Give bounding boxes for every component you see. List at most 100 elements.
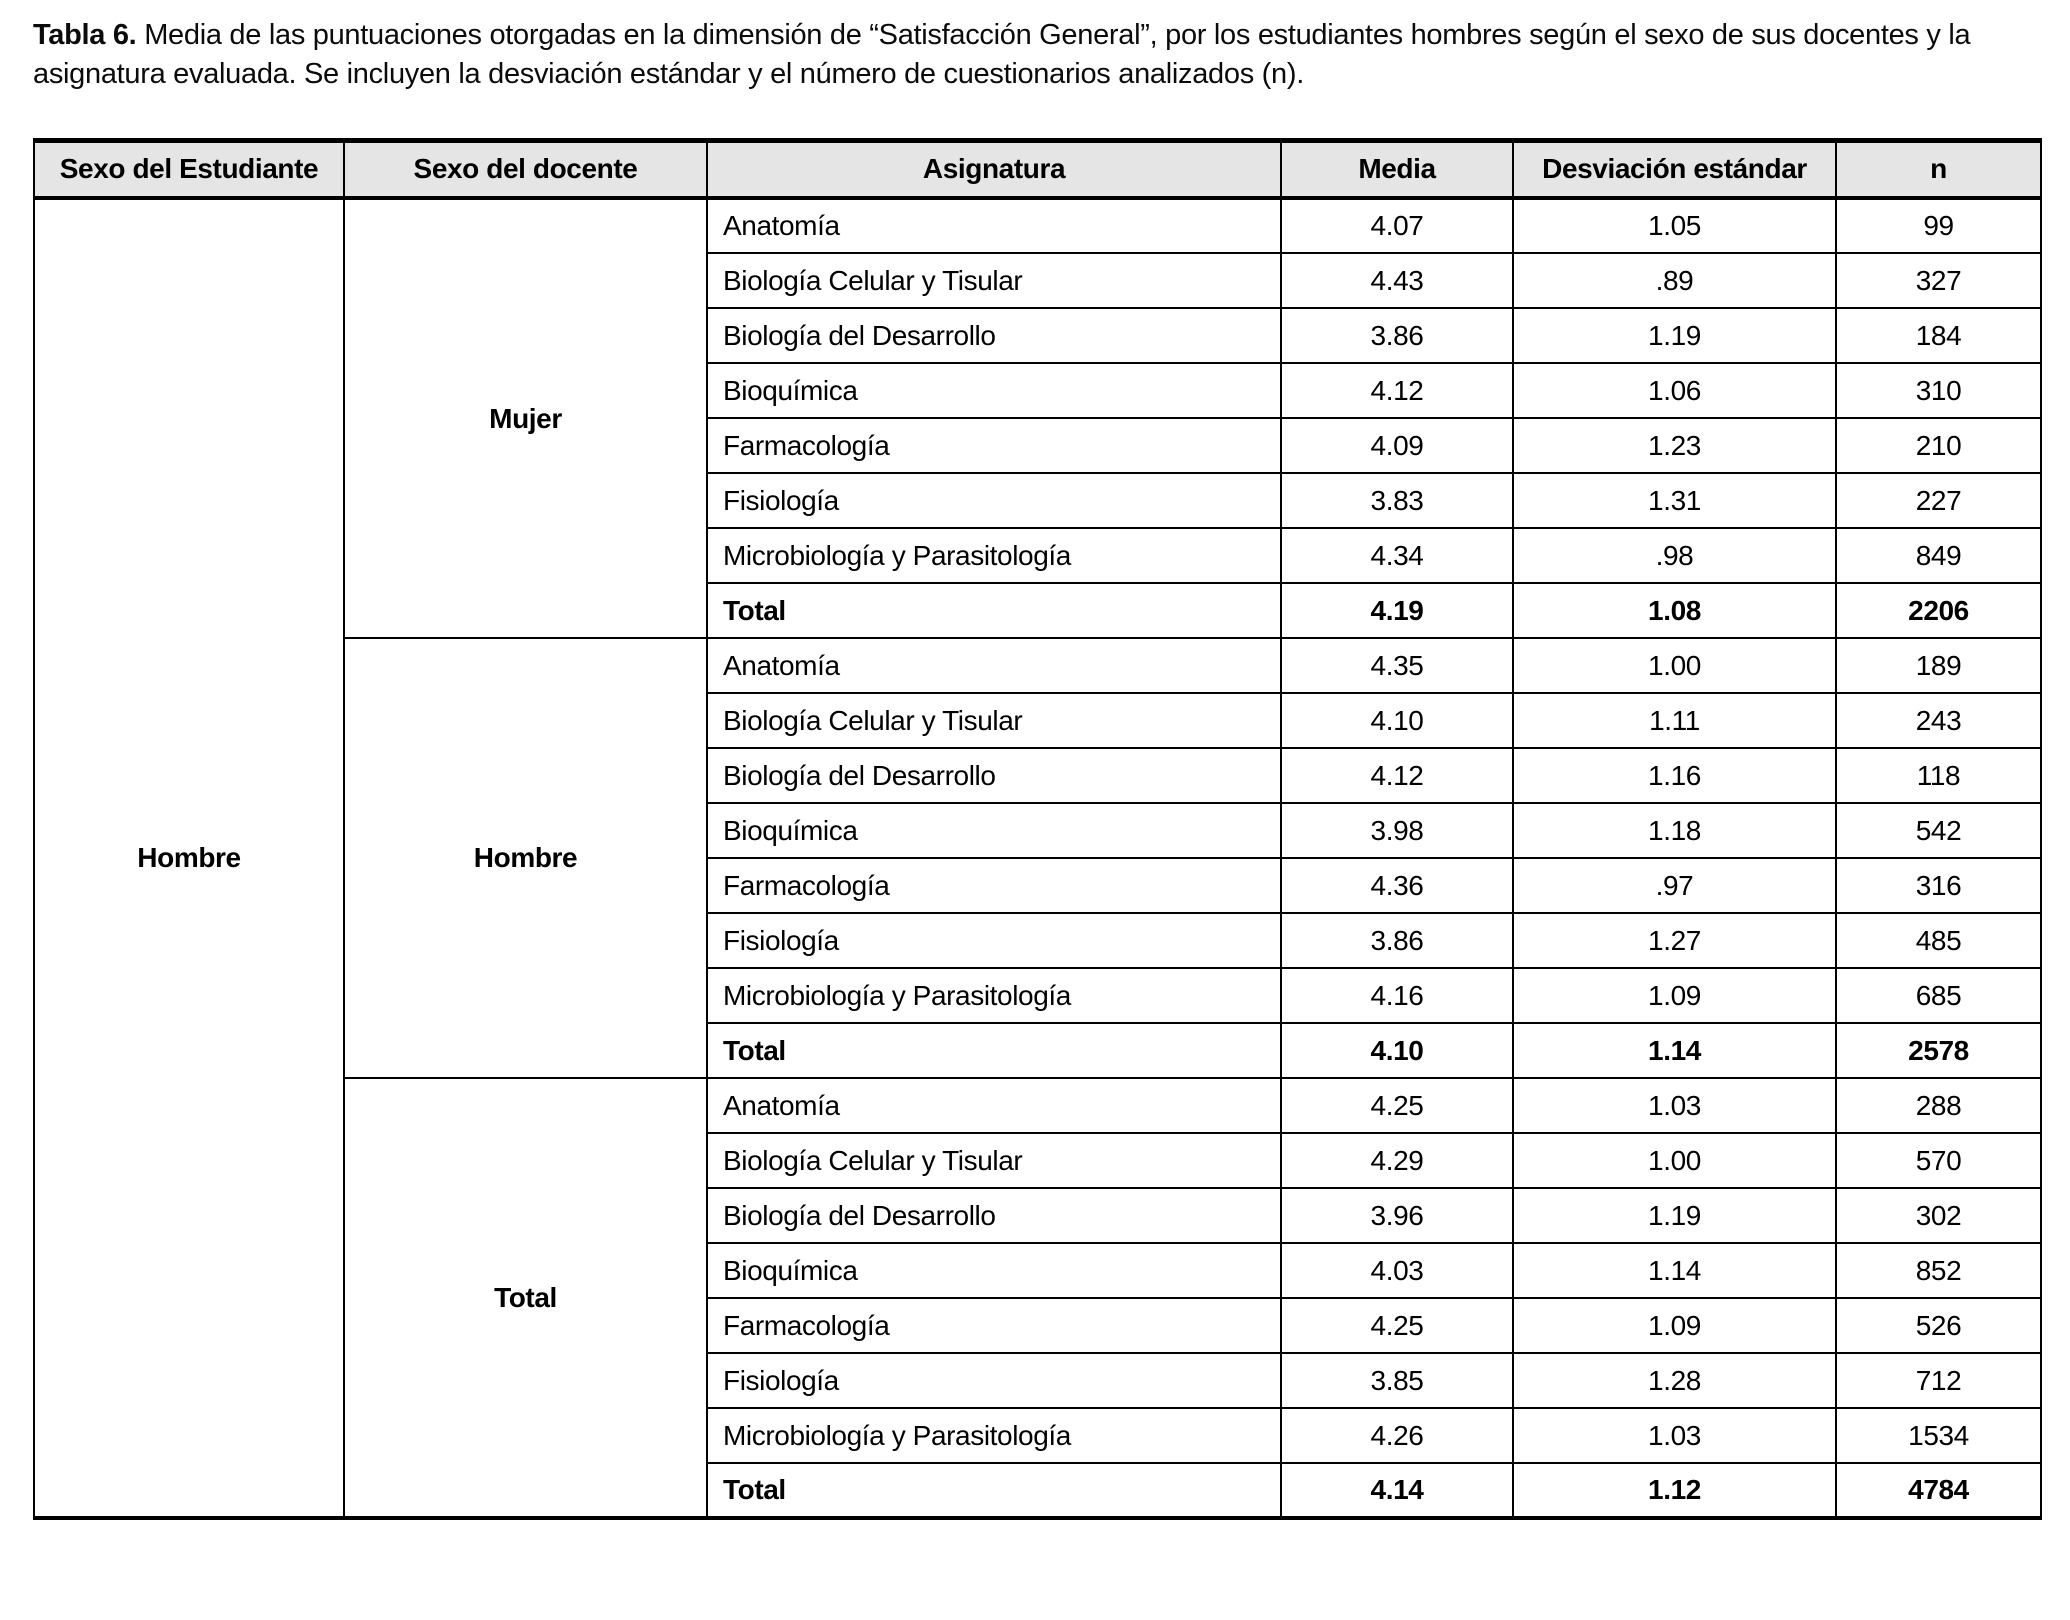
subject-cell: Farmacología xyxy=(706,417,1282,475)
table-row: Bioquímica 3.98 1.18 542 xyxy=(34,802,2042,860)
table-row: Biología del Desarrollo 3.96 1.19 302 xyxy=(34,1187,2042,1245)
n-cell: 243 xyxy=(1835,692,2042,750)
table-row: Farmacología 4.25 1.09 526 xyxy=(34,1297,2042,1355)
table-row: Farmacología 4.36.97 316 xyxy=(34,857,2042,915)
table-header-row: Sexo del Estudiante Sexo del docente Asi… xyxy=(33,139,2042,201)
subject-cell: Total xyxy=(706,582,1282,640)
media-cell: 4.25 xyxy=(1280,1297,1514,1355)
table-row: Bioquímica 4.03 1.14 852 xyxy=(34,1242,2042,1300)
sd-cell: 1.06 xyxy=(1512,362,1837,420)
media-cell: 4.12 xyxy=(1280,747,1514,805)
subject-cell: Anatomía xyxy=(706,1077,1282,1135)
n-cell: 542 xyxy=(1835,802,2042,860)
table-row: Fisiología 3.85 1.28 712 xyxy=(34,1352,2042,1410)
sd-cell: 1.28 xyxy=(1512,1352,1837,1410)
teacher-sex-cell: Hombre xyxy=(343,637,708,1080)
caption-text: Media de las puntuaciones otorgadas en l… xyxy=(33,19,1971,90)
subject-cell: Biología del Desarrollo xyxy=(706,1187,1282,1245)
subject-cell: Fisiología xyxy=(706,912,1282,970)
table-row: Microbiología y Parasitología 4.34.98 849 xyxy=(34,527,2042,585)
n-cell: 327 xyxy=(1835,252,2042,310)
media-cell: 4.10 xyxy=(1280,1022,1514,1080)
table-caption: Tabla 6. Media de las puntuaciones otorg… xyxy=(33,16,2042,94)
table-row: Hombre Anatomía 4.35 1.00 189 xyxy=(34,637,2042,1080)
media-cell: 4.03 xyxy=(1280,1242,1514,1300)
n-cell: 712 xyxy=(1835,1352,2042,1410)
sd-cell: 1.16 xyxy=(1512,747,1837,805)
sd-cell: 1.14 xyxy=(1512,1242,1837,1300)
n-cell: 310 xyxy=(1835,362,2042,420)
media-cell: 4.14 xyxy=(1280,1462,1514,1520)
sd-cell: 1.11 xyxy=(1512,692,1837,750)
sd-cell: 1.31 xyxy=(1512,472,1837,530)
media-cell: 4.29 xyxy=(1280,1132,1514,1190)
n-cell: 849 xyxy=(1835,527,2042,585)
n-cell: 852 xyxy=(1835,1242,2042,1300)
media-cell: 4.16 xyxy=(1280,967,1514,1025)
n-cell: 2206 xyxy=(1835,582,2042,640)
page: Tabla 6. Media de las puntuaciones otorg… xyxy=(33,16,2042,1521)
header-student-sex: Sexo del Estudiante xyxy=(33,139,345,201)
group-total-row: Total 4.14 1.12 4784 xyxy=(34,1462,2042,1520)
subject-cell: Microbiología y Parasitología xyxy=(706,527,1282,585)
media-cell: 3.86 xyxy=(1280,912,1514,970)
n-cell: 570 xyxy=(1835,1132,2042,1190)
sd-cell: 1.09 xyxy=(1512,1297,1837,1355)
media-cell: 3.98 xyxy=(1280,802,1514,860)
group-total-row: Total 4.10 1.14 2578 xyxy=(34,1022,2042,1080)
sd-cell: 1.12 xyxy=(1512,1462,1837,1520)
media-cell: 3.85 xyxy=(1280,1352,1514,1410)
header-teacher-sex: Sexo del docente xyxy=(343,139,708,201)
media-cell: 4.09 xyxy=(1280,417,1514,475)
sd-cell: 1.00 xyxy=(1512,1132,1837,1190)
subject-cell: Biología del Desarrollo xyxy=(706,307,1282,365)
sd-cell: .89 xyxy=(1512,252,1837,310)
n-cell: 210 xyxy=(1835,417,2042,475)
n-cell: 1534 xyxy=(1835,1407,2042,1465)
sd-cell: 1.14 xyxy=(1512,1022,1837,1080)
table-row: Biología del Desarrollo 4.12 1.16 118 xyxy=(34,747,2042,805)
table-row: Biología Celular y Tisular 4.43.89 327 xyxy=(34,252,2042,310)
n-cell: 316 xyxy=(1835,857,2042,915)
subject-cell: Farmacología xyxy=(706,1297,1282,1355)
header-n: n xyxy=(1835,139,2042,201)
subject-cell: Fisiología xyxy=(706,472,1282,530)
sd-cell: 1.03 xyxy=(1512,1077,1837,1135)
teacher-sex-cell: Total xyxy=(343,1077,708,1520)
media-cell: 4.34 xyxy=(1280,527,1514,585)
sd-cell: 1.05 xyxy=(1512,197,1837,255)
sd-cell: .98 xyxy=(1512,527,1837,585)
n-cell: 118 xyxy=(1835,747,2042,805)
subject-cell: Total xyxy=(706,1022,1282,1080)
table-row: Farmacología 4.09 1.23 210 xyxy=(34,417,2042,475)
subject-cell: Microbiología y Parasitología xyxy=(706,1407,1282,1465)
table-row: Microbiología y Parasitología 4.26 1.03 153… xyxy=(34,1407,2042,1465)
table-row: Biología del Desarrollo 3.86 1.19 184 xyxy=(34,307,2042,365)
media-cell: 3.83 xyxy=(1280,472,1514,530)
statistics-table: Sexo del Estudiante Sexo del docente Asi… xyxy=(33,137,2042,1521)
media-cell: 4.10 xyxy=(1280,692,1514,750)
caption-label: Tabla 6. xyxy=(33,19,137,51)
n-cell: 485 xyxy=(1835,912,2042,970)
subject-cell: Biología Celular y Tisular xyxy=(706,1132,1282,1190)
table-row: Total Anatomía 4.25 1.03 288 xyxy=(34,1077,2042,1520)
sd-cell: 1.27 xyxy=(1512,912,1837,970)
sd-cell: 1.19 xyxy=(1512,1187,1837,1245)
header-subject: Asignatura xyxy=(706,139,1282,201)
subject-cell: Biología Celular y Tisular xyxy=(706,692,1282,750)
teacher-sex-cell: Mujer xyxy=(343,197,708,640)
n-cell: 184 xyxy=(1835,307,2042,365)
table-row: Microbiología y Parasitología 4.16 1.09 685 xyxy=(34,967,2042,1025)
subject-cell: Fisiología xyxy=(706,1352,1282,1410)
subject-cell: Bioquímica xyxy=(706,802,1282,860)
subject-cell: Biología Celular y Tisular xyxy=(706,252,1282,310)
table-row: Bioquímica 4.12 1.06 310 xyxy=(34,362,2042,420)
group-total-row: Total 4.19 1.08 2206 xyxy=(34,582,2042,640)
n-cell: 526 xyxy=(1835,1297,2042,1355)
n-cell: 288 xyxy=(1835,1077,2042,1135)
header-media: Media xyxy=(1280,139,1514,201)
header-sd: Desviación estándar xyxy=(1512,139,1837,201)
table-row: Biología Celular y Tisular 4.10 1.11 243 xyxy=(34,692,2042,750)
n-cell: 189 xyxy=(1835,637,2042,695)
sd-cell: 1.19 xyxy=(1512,307,1837,365)
